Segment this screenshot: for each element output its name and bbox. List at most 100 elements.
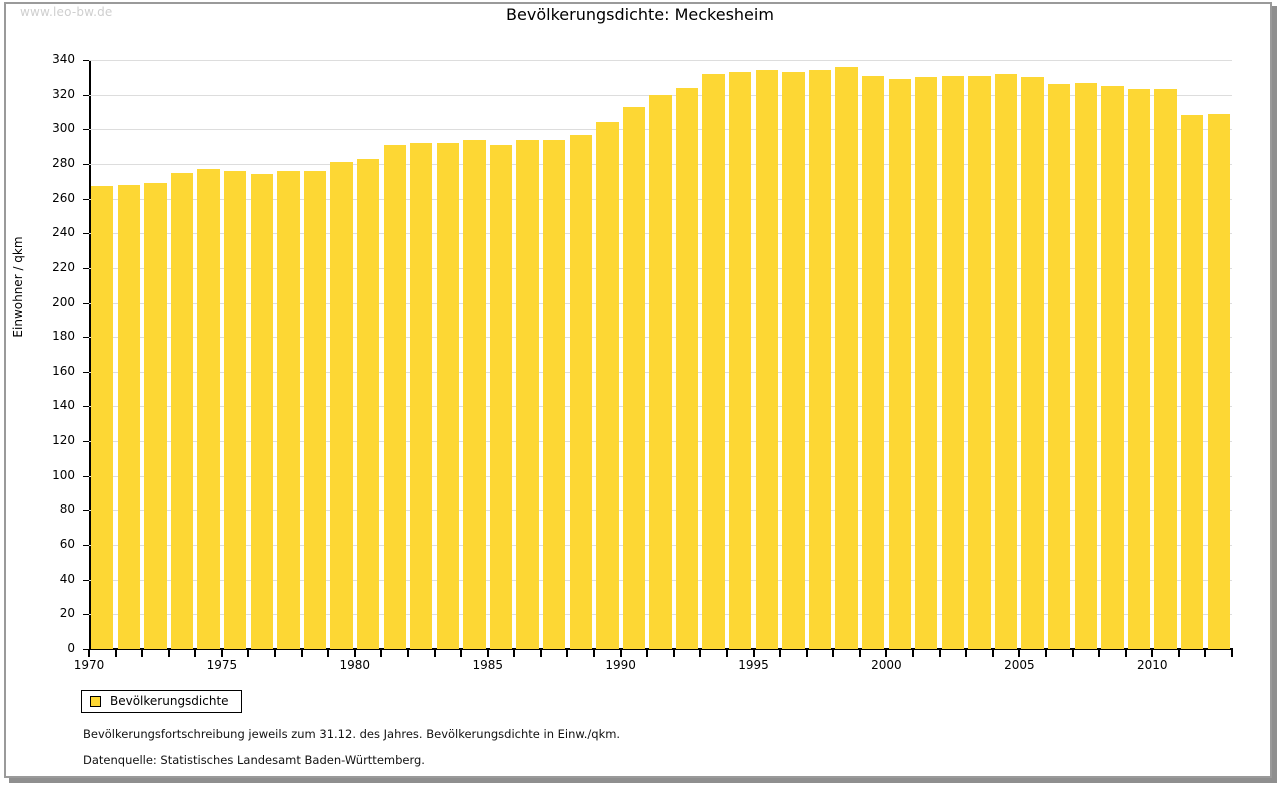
bar[interactable] — [968, 75, 991, 649]
bar[interactable] — [356, 158, 380, 649]
y-axis-tick — [83, 579, 89, 581]
x-axis-tick — [912, 650, 915, 657]
y-axis-tick-label: 220 — [52, 259, 75, 274]
x-axis-tick — [114, 650, 117, 657]
bar[interactable] — [1127, 89, 1151, 649]
x-axis-tick-label: 1980 — [339, 658, 371, 672]
bar[interactable] — [1074, 82, 1097, 649]
watermark: www.leo-bw.de — [20, 5, 113, 19]
bar[interactable] — [782, 72, 805, 649]
chart-title: Bevölkerungsdichte: Meckesheim — [506, 5, 774, 24]
x-axis-tick — [327, 650, 330, 657]
bar[interactable] — [117, 184, 141, 649]
bar[interactable] — [755, 70, 778, 649]
y-axis-tick — [83, 129, 89, 131]
bar[interactable] — [91, 186, 114, 649]
y-axis-tick-label: 120 — [52, 433, 75, 448]
bar[interactable] — [915, 77, 938, 649]
x-axis-tick — [1071, 650, 1074, 657]
bar[interactable] — [543, 139, 566, 649]
bar[interactable] — [463, 139, 486, 649]
bar[interactable] — [941, 75, 965, 649]
bar[interactable] — [729, 72, 752, 649]
bar[interactable] — [250, 174, 273, 649]
bar[interactable] — [649, 94, 672, 649]
x-axis-tick — [460, 650, 463, 657]
y-axis-tick-label: 300 — [52, 121, 75, 136]
y-axis-tick — [83, 441, 89, 443]
bar[interactable] — [170, 172, 194, 649]
bar[interactable] — [516, 139, 539, 649]
x-axis-tick — [167, 650, 170, 657]
bar[interactable] — [303, 170, 327, 649]
y-axis-tick — [83, 302, 89, 304]
legend-label: Bevölkerungsdichte — [110, 694, 229, 708]
bar[interactable] — [436, 143, 459, 649]
gridline — [89, 60, 1232, 61]
bar[interactable] — [596, 122, 619, 649]
bar[interactable] — [197, 169, 220, 649]
bar[interactable] — [675, 87, 699, 649]
bar[interactable] — [1101, 86, 1124, 649]
x-axis-tick — [938, 650, 941, 657]
x-axis-tick-label: 2010 — [1136, 658, 1168, 672]
bar[interactable] — [835, 66, 858, 649]
bar[interactable] — [383, 144, 406, 649]
bar[interactable] — [808, 70, 832, 649]
bar[interactable] — [224, 170, 247, 649]
y-axis-tick-label: 260 — [52, 190, 75, 205]
x-axis-tick — [1177, 650, 1180, 657]
x-axis-tick — [593, 650, 596, 657]
y-axis-tick-label: 0 — [67, 641, 75, 655]
bar[interactable] — [489, 144, 513, 649]
y-axis-tick — [83, 198, 89, 200]
frame-shadow-right — [1272, 6, 1277, 782]
x-axis-tick — [699, 650, 702, 657]
x-axis-tick-label: 1985 — [472, 658, 503, 672]
x-axis-tick — [779, 650, 782, 657]
bar[interactable] — [888, 79, 911, 649]
plot-area — [89, 60, 1232, 649]
x-axis-tick-label: 1990 — [605, 658, 636, 672]
x-axis-tick — [1044, 650, 1047, 657]
x-axis-tick — [353, 650, 356, 657]
bar[interactable] — [1154, 89, 1177, 649]
x-axis-tick — [858, 650, 861, 657]
bar[interactable] — [994, 73, 1018, 649]
x-axis-tick — [274, 650, 277, 657]
y-axis-tick — [83, 614, 89, 616]
y-axis-tick-label: 280 — [52, 155, 75, 170]
bar[interactable] — [1207, 113, 1230, 649]
bar[interactable] — [1048, 84, 1071, 649]
x-axis-tick — [991, 650, 994, 657]
bar[interactable] — [1180, 115, 1204, 649]
bar[interactable] — [622, 106, 646, 649]
bar[interactable] — [144, 183, 167, 649]
bar[interactable] — [702, 73, 725, 649]
bar[interactable] — [410, 143, 433, 649]
bar[interactable] — [569, 134, 592, 649]
x-axis-tick — [433, 650, 436, 657]
y-axis-tick-label: 40 — [59, 571, 75, 586]
y-axis-line — [89, 60, 91, 650]
y-axis-tick — [83, 371, 89, 373]
chart-legend[interactable]: Bevölkerungsdichte — [81, 690, 242, 713]
bar[interactable] — [861, 75, 885, 649]
x-axis-tick — [885, 650, 888, 657]
x-axis-tick — [1124, 650, 1127, 657]
y-axis-tick-label: 200 — [52, 294, 75, 309]
y-axis-tick — [83, 475, 89, 477]
bar[interactable] — [330, 162, 353, 649]
x-axis-tick — [1204, 650, 1207, 657]
x-axis-tick — [539, 650, 542, 657]
y-axis-tick-label: 140 — [52, 398, 75, 413]
y-axis-tick — [83, 267, 89, 269]
y-axis-tick-label: 180 — [52, 329, 75, 344]
y-axis-tick-labels: 0 20 40 60 80 100 120 140 160 180 200 220 240 260 280 3… — [15, 0, 75, 791]
bar[interactable] — [277, 170, 300, 649]
y-axis-tick — [83, 545, 89, 547]
x-axis-tick-label: 1970 — [73, 658, 105, 672]
x-axis-tick — [486, 650, 489, 657]
bar[interactable] — [1021, 77, 1044, 649]
y-axis-tick-label: 340 — [52, 52, 75, 66]
